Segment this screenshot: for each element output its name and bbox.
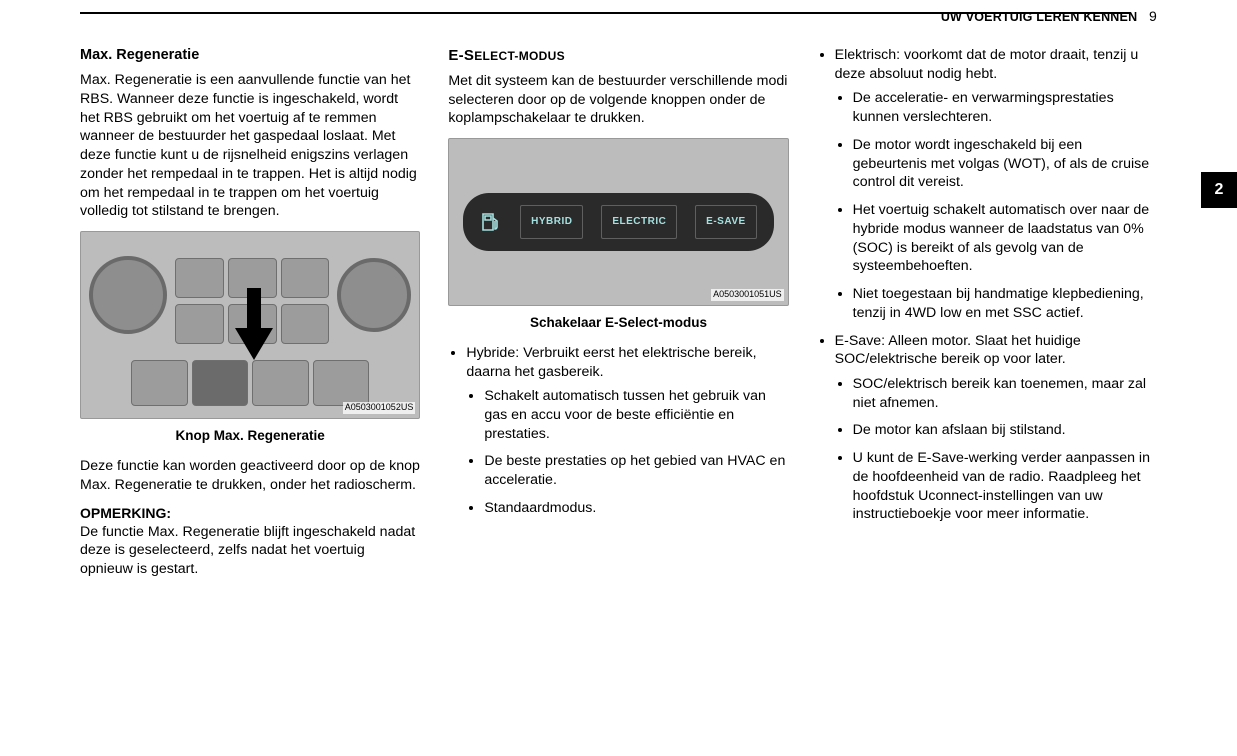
panel-button	[281, 304, 330, 344]
col2-list: Hybride: Verbruikt eerst het elektrische…	[448, 344, 788, 518]
col1-p2: Deze functie kan worden geactiveerd door…	[80, 457, 420, 494]
panel-button	[252, 360, 309, 406]
page-number: 9	[1149, 8, 1157, 24]
col2-heading: E-SELECT-MODUS	[448, 46, 788, 66]
list-item: E-Save: Alleen motor. Slaat het huidige …	[835, 332, 1157, 525]
eselect-panel: HYBRID ELECTRIC E-SAVE	[463, 193, 773, 251]
mode-button-electric: ELECTRIC	[601, 205, 677, 238]
bullet-text: E-Save: Alleen motor. Slaat het huidige …	[835, 333, 1081, 368]
panel-button	[175, 304, 224, 344]
bullet-text: Elektrisch: voorkomt dat de motor draait…	[835, 47, 1139, 82]
col2-sublist: Schakelt automatisch tussen het gebruik …	[466, 387, 788, 517]
pointer-arrow-icon	[235, 288, 273, 360]
list-item: De motor wordt ingeschakeld bij een gebe…	[853, 136, 1157, 192]
figure-max-regen-button: A0503001052US	[80, 231, 420, 419]
col1-p1: Max. Regeneratie is een aanvullende func…	[80, 71, 420, 221]
bullet-text: Hybride: Verbruikt eerst het elektrische…	[466, 345, 756, 380]
content-columns: Max. Regeneratie Max. Regeneratie is een…	[80, 46, 1157, 589]
list-item: Niet toegestaan bij handmatige klepbe­di…	[853, 285, 1157, 322]
climate-dial-right	[337, 258, 411, 332]
list-item: Elektrisch: voorkomt dat de motor draait…	[835, 46, 1157, 323]
col2-p1: Met dit systeem kan de bestuurder versch…	[448, 72, 788, 128]
figure-eselect-switch: HYBRID ELECTRIC E-SAVE A0503001051US	[448, 138, 788, 306]
list-item: Standaardmodus.	[484, 499, 788, 518]
max-regen-button-highlight	[192, 360, 249, 406]
figure-code: A0503001051US	[711, 289, 784, 301]
list-item: De beste prestaties op het gebied van HV…	[484, 452, 788, 489]
chapter-tab: 2	[1201, 172, 1237, 208]
header-title-block: UW VOERTUIG LEREN KENNEN 9	[941, 8, 1157, 24]
panel-button	[175, 258, 224, 298]
note-body: De functie Max. Regeneratie blijft inges…	[80, 523, 420, 579]
list-item: De motor kan afslaan bij stilstand.	[853, 421, 1157, 440]
header-title: UW VOERTUIG LEREN KENNEN	[941, 10, 1137, 24]
list-item: Het voertuig schakelt automatisch over n…	[853, 201, 1157, 276]
col3-sublist-2: SOC/elektrisch bereik kan toenemen, maar…	[835, 375, 1157, 524]
list-item: De acceleratie- en verwarmingspresta­tie…	[853, 89, 1157, 126]
col3-list: Elektrisch: voorkomt dat de motor draait…	[817, 46, 1157, 524]
page-header: UW VOERTUIG LEREN KENNEN 9	[80, 12, 1157, 36]
mode-button-hybrid: HYBRID	[520, 205, 583, 238]
figure-code: A0503001052US	[343, 402, 416, 414]
figure-caption: Schakelaar E-Select-modus	[448, 314, 788, 332]
list-item: U kunt de E-Save-werking verder aanpasse…	[853, 449, 1157, 524]
list-item: SOC/elektrisch bereik kan toenemen, maar…	[853, 375, 1157, 412]
climate-dial-left	[89, 256, 167, 334]
col3-sublist-1: De acceleratie- en verwarmingspresta­tie…	[835, 89, 1157, 322]
list-item: Hybride: Verbruikt eerst het elektrische…	[466, 344, 788, 518]
figure-caption: Knop Max. Regeneratie	[80, 427, 420, 445]
fuel-icon	[480, 211, 502, 233]
panel-button	[281, 258, 330, 298]
col1-heading: Max. Regeneratie	[80, 46, 420, 65]
panel-button	[313, 360, 370, 406]
column-2: E-SELECT-MODUS Met dit systeem kan de be…	[448, 46, 788, 589]
panel-button	[131, 360, 188, 406]
note-label: OPMERKING:	[80, 504, 420, 522]
column-1: Max. Regeneratie Max. Regeneratie is een…	[80, 46, 420, 589]
list-item: Schakelt automatisch tussen het gebruik …	[484, 387, 788, 443]
column-3: Elektrisch: voorkomt dat de motor draait…	[817, 46, 1157, 589]
panel-row-3	[131, 360, 369, 406]
mode-button-esave: E-SAVE	[695, 205, 757, 238]
